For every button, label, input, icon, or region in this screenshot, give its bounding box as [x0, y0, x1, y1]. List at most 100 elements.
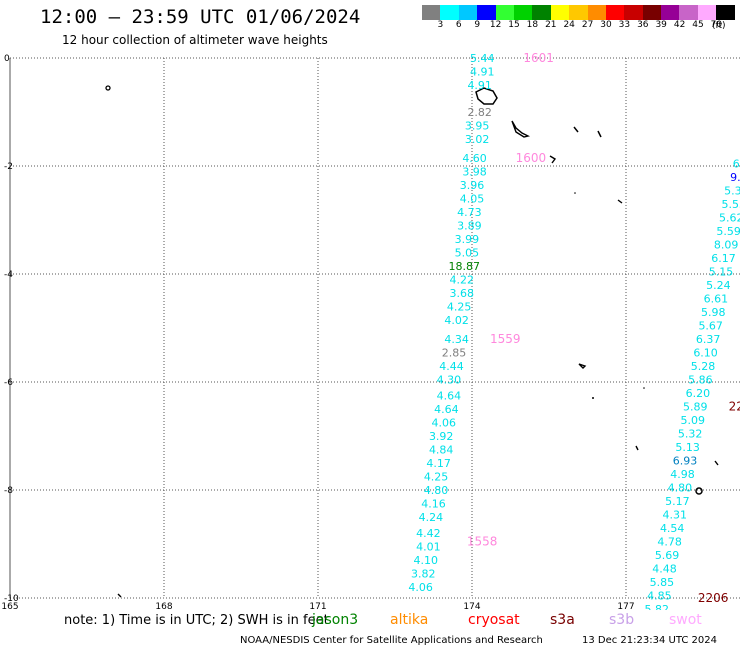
colorbar-swatch [532, 5, 551, 20]
colorbar-swatch [624, 5, 643, 20]
wave-height-value: 5.32 [678, 427, 703, 440]
wave-height-value: 5.69 [655, 549, 680, 562]
island [475, 87, 498, 105]
satellite-legend-cryosat: cryosat [468, 612, 520, 628]
wave-height-value: 3.95 [465, 120, 490, 133]
wave-height-value: 4.98 [670, 468, 695, 481]
island [714, 460, 719, 466]
pass-time-label: 1600 [516, 151, 547, 165]
satellite-legend-altika: altika [390, 612, 429, 628]
footer-credit: NOAA/NESDIS Center for Satellite Applica… [240, 635, 543, 646]
island-outlines [105, 85, 719, 598]
colorbar-swatch [458, 5, 478, 20]
wave-height-value: 6.20 [686, 387, 711, 400]
satellite-legend-s3b: s3b [609, 612, 635, 628]
wave-height-value: 4.84 [429, 444, 454, 457]
colorbar-label: 3 [437, 20, 444, 30]
colorbar-swatch [642, 5, 662, 20]
colorbar-label: 27 [581, 20, 594, 30]
wave-height-value: 4.24 [419, 511, 444, 524]
colorbar-swatch [422, 5, 441, 20]
colorbar-label: 33 [618, 20, 631, 30]
colorbar-swatch [495, 5, 514, 20]
island [592, 397, 594, 399]
wave-height-value: 4.06 [432, 417, 457, 430]
colorbar-label: 39 [655, 20, 667, 30]
wave-height-value: 9.8 [730, 171, 740, 184]
colorbar-label: 12 [489, 20, 502, 30]
wave-height-value: 3.02 [465, 133, 490, 146]
colorbar-label: 45 [692, 20, 704, 30]
wave-height-value: 5.89 [683, 400, 708, 413]
wave-height-value: 6.61 [704, 292, 729, 305]
wave-height-value: 2.85 [442, 346, 467, 359]
pass-time-label: 1601 [523, 51, 554, 65]
colorbar-swatch [605, 5, 625, 20]
wave-height-value: 4.54 [660, 522, 685, 535]
wave-height-value: 4.05 [460, 192, 485, 205]
longitude-label: 165 [1, 602, 18, 610]
colorbar-label: 30 [600, 20, 612, 30]
wave-height-observations: 5.444.914.912.823.953.024.603.983.964.05… [408, 52, 740, 610]
colorbar-swatch [477, 5, 496, 20]
colorbar-label: 42 [673, 20, 686, 30]
colorbar-label: 6 [455, 20, 462, 30]
latitude-label: -8 [4, 486, 13, 496]
wave-height-value: 4.25 [447, 300, 472, 313]
colorbar-swatch [661, 5, 680, 20]
colorbar-swatch [716, 5, 735, 20]
wave-height-value: 5.05 [455, 246, 480, 259]
colorbar-label: 15 [508, 20, 520, 30]
latitude-label: -4 [4, 270, 13, 280]
wave-height-value: 4.80 [668, 481, 693, 494]
wave-height-value: 5.62 [719, 211, 740, 224]
wave-height-value: 4.78 [657, 535, 682, 548]
wave-height-value: 3.68 [449, 287, 474, 300]
wave-height-value: 5.13 [675, 441, 700, 454]
colorbar-unit: (ft) [712, 21, 726, 31]
wave-height-value: 4.91 [467, 79, 492, 92]
wave-height-value: 4.06 [408, 581, 433, 594]
footer-timestamp: 13 Dec 21:23:34 UTC 2024 [582, 635, 717, 646]
wave-height-value: 3.92 [429, 430, 454, 443]
wave-height-value: 4.31 [663, 508, 688, 521]
wave-height-value: 4.30 [437, 373, 462, 386]
note-text: note: 1) Time is in UTC; 2) SWH is in fe… [64, 613, 329, 628]
pass-time-label: 2205 [729, 399, 740, 413]
island [578, 363, 587, 369]
wave-height-value: 5.28 [691, 360, 716, 373]
wave-height-value: 3.96 [460, 179, 485, 192]
wave-height-value: 5.37 [724, 184, 740, 197]
colorbar-label: 70 [710, 20, 723, 30]
island [617, 199, 623, 204]
island [117, 593, 122, 598]
wave-height-value: 5.17 [665, 495, 690, 508]
colorbar-label: 18 [526, 20, 539, 30]
wave-height-value: 4.80 [424, 484, 449, 497]
colorbar-swatch [513, 5, 533, 20]
island [549, 155, 557, 164]
wave-height-value: 4.48 [652, 562, 677, 575]
longitude-label: 177 [617, 602, 634, 610]
colorbar-swatch [440, 5, 459, 20]
island [105, 85, 111, 91]
wave-height-value: 4.34 [444, 333, 469, 346]
wave-height-value: 3.82 [411, 568, 436, 581]
pass-time-label: 1559 [490, 332, 521, 346]
island [597, 130, 602, 138]
wave-height-value: 5.44 [470, 52, 495, 65]
wave-height-value: 3.89 [457, 219, 482, 232]
wave-height-value: 8.09 [714, 238, 739, 251]
island [695, 487, 703, 495]
wave-height-value: 4.91 [470, 66, 495, 79]
wave-height-value: 4.25 [424, 471, 449, 484]
latitude-label: 0 [4, 54, 10, 64]
wave-height-value: 4.10 [414, 554, 439, 567]
wave-height-value: 18.87 [449, 260, 481, 273]
wave-height-value: 4.01 [416, 541, 441, 554]
wave-height-value: 6.10 [693, 346, 718, 359]
pass-time-label: 2206 [698, 591, 729, 605]
wave-height-value: 5.86 [688, 373, 713, 386]
